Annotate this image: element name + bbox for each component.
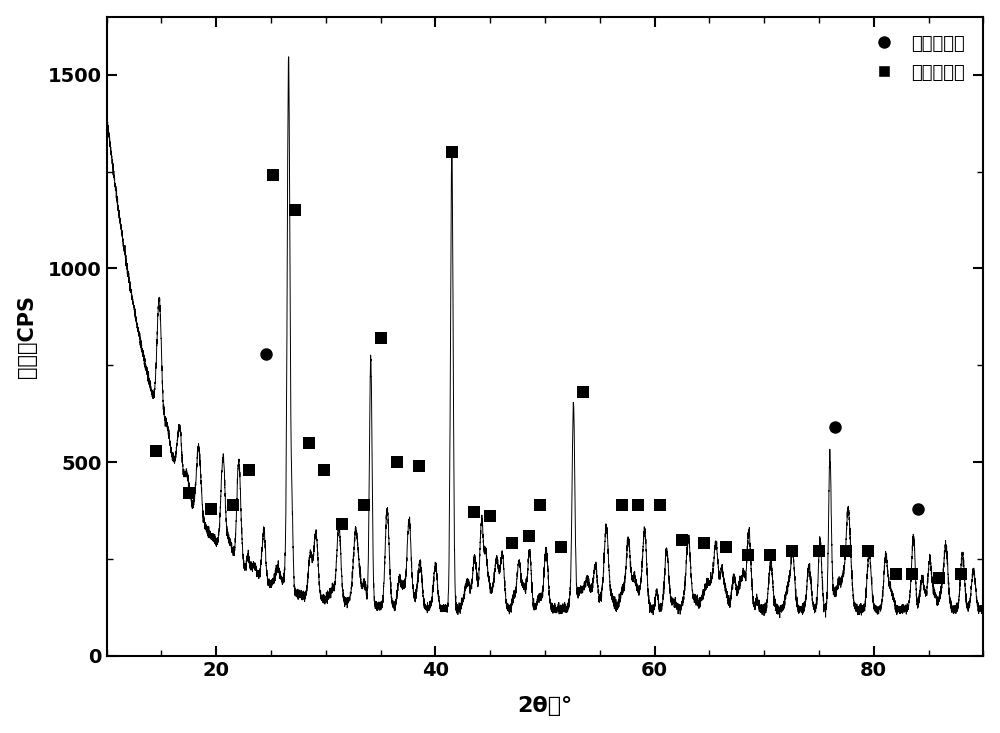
X-axis label: 2θ，°: 2θ，° xyxy=(517,696,573,716)
Legend: 六方氮化剌, 单斜锇长石: 六方氮化剌, 单斜锇长石 xyxy=(857,26,974,91)
Y-axis label: 强度，CPS: 强度，CPS xyxy=(17,295,37,377)
